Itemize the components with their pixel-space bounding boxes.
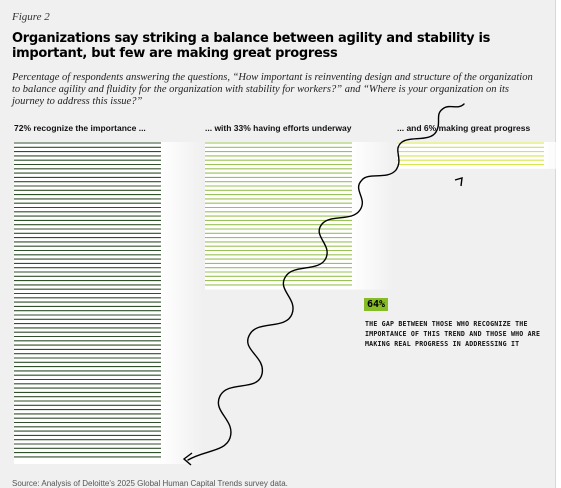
category-label-2: ... with 33% having efforts underway bbox=[205, 123, 352, 133]
chart-subtitle: Percentage of respondents answering the … bbox=[12, 72, 533, 107]
progress-squiggle-arrow bbox=[187, 103, 465, 461]
source-note: Source: Analysis of Deloitte's 2025 Glob… bbox=[12, 479, 288, 488]
figure-label: Figure 2 bbox=[12, 11, 50, 23]
gap-value-badge: 64% bbox=[364, 298, 389, 311]
chart-title: Organizations say striking a balance bet… bbox=[12, 31, 491, 61]
bar-shadow-3 bbox=[544, 142, 561, 169]
arrowhead-top bbox=[454, 177, 463, 187]
arrowhead-bottom bbox=[182, 452, 193, 466]
bar-shadow-1 bbox=[161, 142, 203, 464]
gap-annotation: The gap between those who recognize the … bbox=[365, 320, 541, 348]
category-label-3: ... and 6% making great progress bbox=[397, 123, 531, 133]
category-label-1: 72% recognize the importance ... bbox=[14, 123, 146, 133]
bar-1 bbox=[14, 142, 161, 464]
bar-shadow-2 bbox=[352, 142, 394, 290]
